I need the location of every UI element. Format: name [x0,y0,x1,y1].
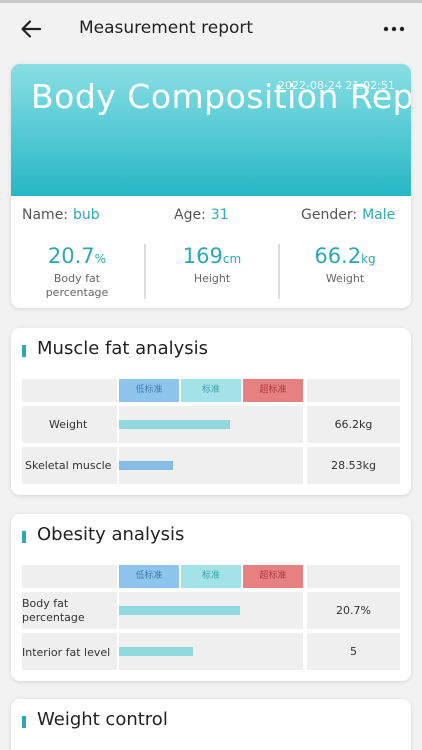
gender-label: Gender: [301,207,358,223]
header-blank-cell [307,379,400,402]
interior-fat-bar [119,647,193,656]
row-value-interior-fat: 5 [350,645,357,658]
body-fat-value: 20.7 [47,244,95,268]
row-value-weight: 66.2kg [334,418,373,431]
row-value-cell [307,447,400,484]
row-label-skeletal-muscle: Skeletal muscle [25,459,112,472]
body-fat-bar [119,606,240,615]
metric-divider [278,244,280,299]
row-label-cell [22,592,117,629]
standard-high-cell: 超标准 [243,565,303,588]
obesity-analysis-card: Obesity analysis 低标准 标准 超标准 Body fat per… [11,514,411,681]
row-label-cell [22,406,117,443]
more-options-button[interactable] [382,17,406,41]
body-fat-label: Body fat percentage [45,272,109,299]
gender-value: Male [362,207,396,223]
row-value-skeletal-muscle: 28.53kg [331,459,376,472]
standard-normal-cell: 标准 [181,379,241,402]
age-info: Age: 31 [174,207,229,223]
section-title: Weight control [37,709,168,730]
standard-low-cell: 低标准 [119,379,179,402]
report-date: 2022-08-24 21:02:51 [278,79,395,92]
header-blank-cell [22,565,117,588]
metric-body-fat: 20.7% Body fat percentage [11,244,143,300]
back-button[interactable] [18,17,44,41]
section-accent-bar [22,531,26,543]
section-accent-bar [22,716,26,728]
header-blank-cell [307,565,400,588]
weight-control-card: Weight control [11,699,411,750]
report-title: Body Composition Report [31,77,411,116]
standard-low-cell: 低标准 [119,565,179,588]
weight-label: Weight [325,272,365,285]
height-value: 169 [182,244,223,268]
metric-height: 169cm Height [146,244,278,286]
row-label-cell [22,447,117,484]
section-title: Muscle fat analysis [37,338,209,359]
report-banner: Body Composition Report 2022-08-24 21:02… [11,64,411,196]
top-nav-bar: Measurement report [0,3,422,55]
gender-info: Gender: Male [301,207,395,223]
name-value: bub [73,207,100,223]
body-fat-unit: % [94,252,107,266]
metric-divider [144,244,146,299]
weight-unit: kg [361,252,376,266]
section-title: Obesity analysis [37,524,185,545]
skeletal-muscle-bar [119,461,173,470]
row-value-cell [307,406,400,443]
height-unit: cm [222,252,242,266]
metric-weight: 66.2kg Weight [279,244,411,286]
row-label-interior-fat: Interior fat level [22,646,111,659]
weight-value: 66.2 [314,244,362,268]
standard-high-cell: 超标准 [243,379,303,402]
standard-normal-cell: 标准 [181,565,241,588]
status-divider [0,0,422,3]
muscle-fat-card: Muscle fat analysis 低标准 标准 超标准 Weight 66… [11,328,411,495]
height-label: Height [193,272,231,285]
age-value: 31 [210,207,229,223]
weight-bar [119,420,230,429]
more-dots-icon [383,26,405,32]
header-blank-cell [22,379,117,402]
name-label: Name: [22,207,69,223]
row-value-cell [307,633,400,670]
row-value-cell [307,592,400,629]
section-accent-bar [22,345,26,357]
row-label-weight: Weight [49,418,88,431]
report-summary-card: Body Composition Report 2022-08-24 21:02… [11,64,411,308]
page-title: Measurement report [79,18,254,38]
back-arrow-icon [21,20,42,38]
age-label: Age: [174,207,206,223]
name-info: Name: bub [22,207,100,223]
row-value-body-fat: 20.7% [336,604,371,617]
row-label-body-fat: Body fat percentage [22,597,85,624]
row-label-cell [22,633,117,670]
